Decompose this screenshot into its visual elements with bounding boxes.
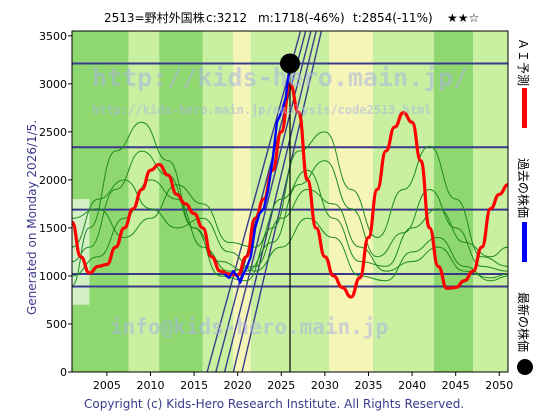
- legend-label-past: 過去の株価: [516, 158, 531, 218]
- watermark-url: http://kids-hero.main.jp/: [92, 63, 468, 92]
- thin-cycle-line: [71, 179, 509, 282]
- x-tick-label: 2035: [354, 379, 382, 392]
- y-tick-label: 3500: [39, 30, 67, 43]
- x-tick-label: 2010: [136, 379, 164, 392]
- thin-cycle-line: [71, 121, 509, 287]
- y-tick-label: 2000: [39, 174, 67, 187]
- y-tick-label: 2500: [39, 126, 67, 139]
- header-middle-price: m:1718(-46%): [258, 11, 345, 25]
- y-tick-label: 1500: [39, 222, 67, 235]
- trend-line: [223, 30, 312, 373]
- watermark-email: info@kids-hero.main.jp: [110, 315, 388, 339]
- background-band-gap: [72, 199, 90, 305]
- legend-label-forecast: ＡＩ予測: [516, 38, 530, 86]
- y-tick-label: 0: [60, 366, 67, 379]
- thin-cycle-line: [71, 169, 509, 267]
- x-tick-label: 2040: [398, 379, 426, 392]
- x-tick-label: 2050: [485, 379, 513, 392]
- x-tick-label: 2020: [224, 379, 252, 392]
- legend-swatch-latest: [517, 359, 533, 375]
- x-axis: 2005 2010 2015 2020 2025 2030 2035 2040 2045 2050: [93, 372, 513, 392]
- y-tick-label: 3000: [39, 78, 67, 91]
- header-current-price: c:3212: [206, 11, 247, 25]
- x-tick-label: 2005: [93, 379, 121, 392]
- header-target-price: t:2854(-11%): [353, 11, 433, 25]
- y-tick-label: 500: [46, 318, 67, 331]
- legend-label-latest: 最新の株価: [516, 292, 531, 352]
- x-tick-label: 2030: [311, 379, 339, 392]
- x-tick-label: 2015: [180, 379, 208, 392]
- legend-swatch-past: [522, 222, 527, 262]
- background-band: [202, 31, 234, 372]
- trend-line: [206, 30, 302, 373]
- y-axis: 0 500 1000 1500 2000 2500 3000 3500: [39, 30, 72, 379]
- x-tick-label: 2045: [442, 379, 470, 392]
- latest-price-dot: [280, 53, 300, 74]
- background-band: [372, 31, 434, 372]
- past-price-line: [223, 63, 292, 284]
- generated-date: Generated on Monday 2026/1/5.: [25, 120, 39, 315]
- x-tick-label: 2025: [267, 379, 295, 392]
- legend: ＡＩ予測 過去の株価 最新の株価: [516, 38, 533, 375]
- legend-swatch-forecast: [522, 88, 527, 128]
- header-rating-stars: ★★☆: [447, 11, 479, 25]
- trend-channel-lines: [206, 30, 323, 373]
- plot-frame: [71, 30, 509, 373]
- header-stock-name: 2513=野村外国株: [104, 10, 205, 25]
- watermark-analysis-url: http://kids-hero.main.jp/analysis/code25…: [92, 103, 432, 117]
- plot-area: [70, 30, 509, 373]
- thin-cycle-line: [71, 150, 509, 272]
- copyright-notice: Copyright (c) Kids-Hero Research Institu…: [84, 397, 464, 411]
- background-band: [128, 31, 160, 372]
- y-tick-label: 1000: [39, 270, 67, 283]
- trend-line: [232, 30, 317, 373]
- background-band: [329, 31, 373, 372]
- trend-line: [241, 30, 323, 373]
- background-band: [473, 31, 508, 372]
